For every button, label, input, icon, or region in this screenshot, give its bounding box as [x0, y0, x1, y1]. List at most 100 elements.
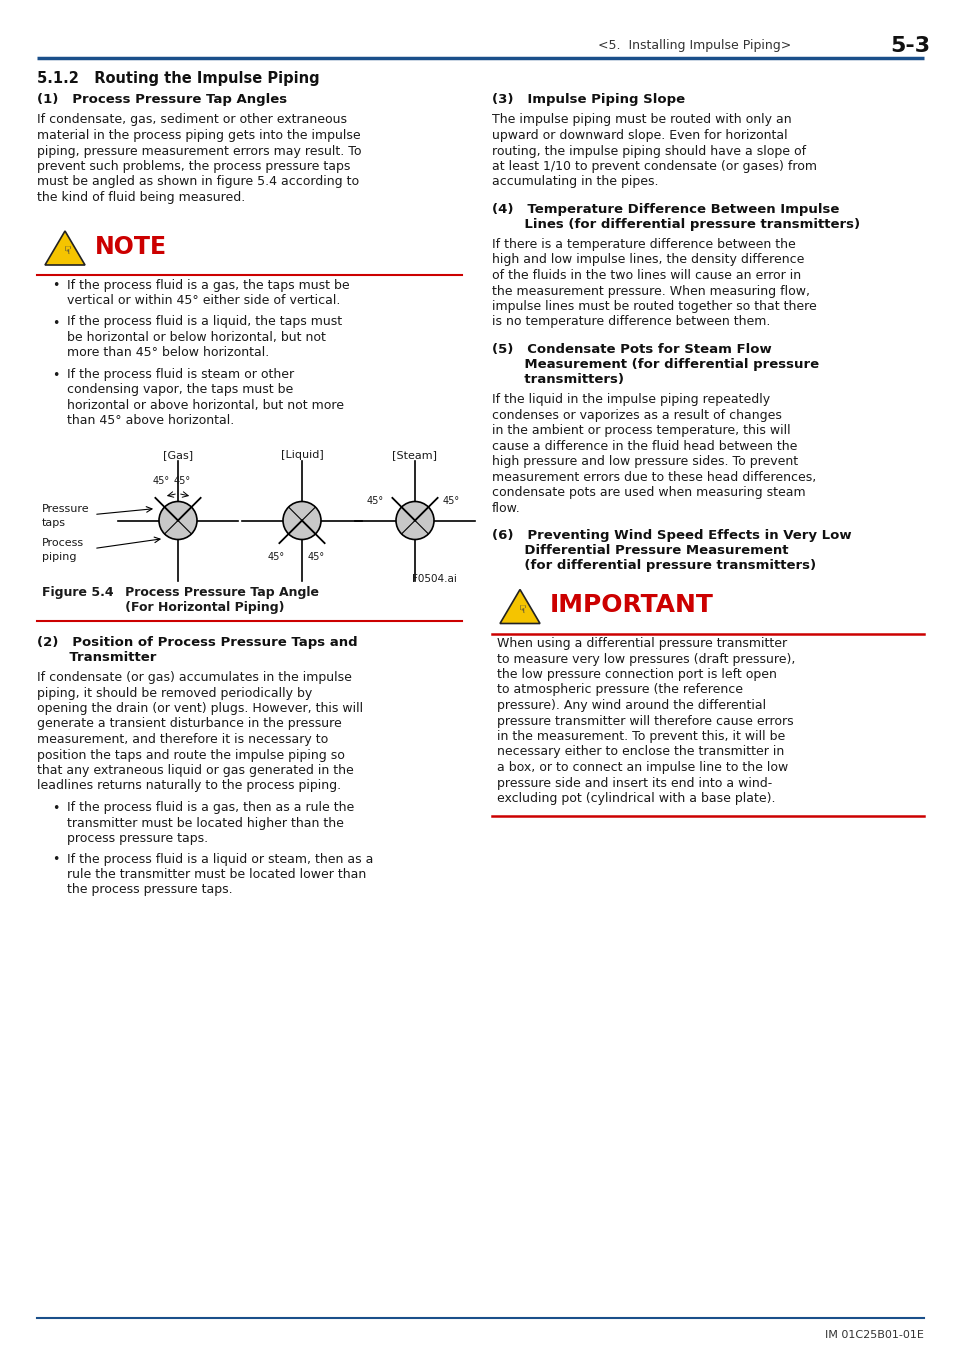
Text: prevent such problems, the process pressure taps: prevent such problems, the process press… — [37, 161, 350, 173]
Text: high pressure and low pressure sides. To prevent: high pressure and low pressure sides. To… — [492, 455, 798, 468]
Text: •: • — [52, 369, 59, 382]
Text: flow.: flow. — [492, 501, 520, 514]
Text: Transmitter: Transmitter — [37, 651, 156, 664]
Circle shape — [159, 501, 196, 540]
Text: process pressure taps.: process pressure taps. — [67, 832, 208, 845]
Text: piping, pressure measurement errors may result. To: piping, pressure measurement errors may … — [37, 144, 361, 158]
Text: ☞: ☞ — [515, 603, 524, 613]
Text: [Gas]: [Gas] — [163, 451, 193, 460]
Text: pressure transmitter will therefore cause errors: pressure transmitter will therefore caus… — [497, 714, 793, 728]
Text: •: • — [52, 853, 59, 867]
Text: be horizontal or below horizontal, but not: be horizontal or below horizontal, but n… — [67, 331, 326, 344]
Text: (3)   Impulse Piping Slope: (3) Impulse Piping Slope — [492, 93, 684, 107]
Text: in the ambient or process temperature, this will: in the ambient or process temperature, t… — [492, 424, 790, 437]
Text: When using a differential pressure transmitter: When using a differential pressure trans… — [497, 637, 786, 649]
Text: If the process fluid is a liquid, the taps must: If the process fluid is a liquid, the ta… — [67, 316, 342, 328]
Text: •: • — [52, 802, 59, 815]
Text: opening the drain (or vent) plugs. However, this will: opening the drain (or vent) plugs. Howev… — [37, 702, 363, 716]
Text: Process: Process — [42, 537, 84, 548]
Text: of the fluids in the two lines will cause an error in: of the fluids in the two lines will caus… — [492, 269, 801, 282]
Text: than 45° above horizontal.: than 45° above horizontal. — [67, 414, 234, 428]
Text: Differential Pressure Measurement: Differential Pressure Measurement — [492, 544, 788, 558]
Text: 45°: 45° — [307, 552, 324, 563]
Text: Figure 5.4: Figure 5.4 — [42, 586, 113, 599]
Text: piping: piping — [42, 552, 76, 562]
Text: excluding pot (cylindrical with a base plate).: excluding pot (cylindrical with a base p… — [497, 792, 775, 805]
Text: Process Pressure Tap Angle: Process Pressure Tap Angle — [112, 586, 318, 599]
Text: [Liquid]: [Liquid] — [280, 451, 323, 460]
Text: 45°: 45° — [173, 477, 191, 486]
Text: the kind of fluid being measured.: the kind of fluid being measured. — [37, 190, 245, 204]
Text: the process pressure taps.: the process pressure taps. — [67, 883, 233, 896]
Text: condensing vapor, the taps must be: condensing vapor, the taps must be — [67, 383, 293, 397]
Text: cause a difference in the fluid head between the: cause a difference in the fluid head bet… — [492, 440, 797, 452]
Text: impulse lines must be routed together so that there: impulse lines must be routed together so… — [492, 300, 816, 313]
Text: (2)   Position of Process Pressure Taps and: (2) Position of Process Pressure Taps an… — [37, 636, 357, 649]
Text: leadlines returns naturally to the process piping.: leadlines returns naturally to the proce… — [37, 779, 341, 792]
Text: •: • — [52, 316, 59, 329]
Text: Lines (for differential pressure transmitters): Lines (for differential pressure transmi… — [492, 217, 860, 231]
Text: 45°: 45° — [267, 552, 284, 563]
Text: measurement errors due to these head differences,: measurement errors due to these head dif… — [492, 471, 816, 483]
Text: 5-3: 5-3 — [889, 36, 929, 55]
Text: 45°: 45° — [366, 495, 383, 505]
Text: generate a transient disturbance in the pressure: generate a transient disturbance in the … — [37, 717, 341, 730]
Text: •: • — [52, 279, 59, 293]
Text: to measure very low pressures (draft pressure),: to measure very low pressures (draft pre… — [497, 652, 795, 666]
Text: (1)   Process Pressure Tap Angles: (1) Process Pressure Tap Angles — [37, 93, 287, 107]
Text: If the process fluid is steam or other: If the process fluid is steam or other — [67, 369, 294, 381]
Text: The impulse piping must be routed with only an: The impulse piping must be routed with o… — [492, 113, 791, 127]
Text: [Steam]: [Steam] — [392, 451, 437, 460]
Text: at least 1/10 to prevent condensate (or gases) from: at least 1/10 to prevent condensate (or … — [492, 161, 816, 173]
Text: If the process fluid is a gas, the taps must be: If the process fluid is a gas, the taps … — [67, 278, 349, 292]
Text: must be angled as shown in figure 5.4 according to: must be angled as shown in figure 5.4 ac… — [37, 176, 358, 189]
Text: (4)   Temperature Difference Between Impulse: (4) Temperature Difference Between Impul… — [492, 202, 839, 216]
Text: material in the process piping gets into the impulse: material in the process piping gets into… — [37, 130, 360, 142]
Text: position the taps and route the impulse piping so: position the taps and route the impulse … — [37, 748, 345, 761]
Text: <5.  Installing Impulse Piping>: <5. Installing Impulse Piping> — [598, 39, 791, 53]
Text: ☞: ☞ — [60, 244, 70, 255]
Text: NOTE: NOTE — [95, 235, 167, 259]
Text: (5)   Condensate Pots for Steam Flow: (5) Condensate Pots for Steam Flow — [492, 343, 771, 356]
Text: (for differential pressure transmitters): (for differential pressure transmitters) — [492, 559, 815, 572]
Text: pressure side and insert its end into a wind-: pressure side and insert its end into a … — [497, 776, 771, 790]
Text: rule the transmitter must be located lower than: rule the transmitter must be located low… — [67, 868, 366, 882]
Text: (For Horizontal Piping): (For Horizontal Piping) — [112, 601, 284, 614]
Polygon shape — [499, 590, 539, 624]
Text: upward or downward slope. Even for horizontal: upward or downward slope. Even for horiz… — [492, 130, 787, 142]
Text: Measurement (for differential pressure: Measurement (for differential pressure — [492, 358, 819, 371]
Text: taps: taps — [42, 517, 66, 528]
Text: routing, the impulse piping should have a slope of: routing, the impulse piping should have … — [492, 144, 805, 158]
Text: If condensate, gas, sediment or other extraneous: If condensate, gas, sediment or other ex… — [37, 113, 347, 127]
Text: condenses or vaporizes as a result of changes: condenses or vaporizes as a result of ch… — [492, 409, 781, 421]
Text: in the measurement. To prevent this, it will be: in the measurement. To prevent this, it … — [497, 730, 784, 742]
Text: IMPORTANT: IMPORTANT — [550, 594, 713, 617]
Text: If the process fluid is a gas, then as a rule the: If the process fluid is a gas, then as a… — [67, 801, 354, 814]
Text: If the process fluid is a liquid or steam, then as a: If the process fluid is a liquid or stea… — [67, 852, 373, 865]
Text: (6)   Preventing Wind Speed Effects in Very Low: (6) Preventing Wind Speed Effects in Ver… — [492, 529, 851, 541]
Text: piping, it should be removed periodically by: piping, it should be removed periodicall… — [37, 687, 312, 699]
Text: accumulating in the pipes.: accumulating in the pipes. — [492, 176, 658, 189]
Text: IM 01C25B01-01E: IM 01C25B01-01E — [824, 1330, 923, 1341]
Text: necessary either to enclose the transmitter in: necessary either to enclose the transmit… — [497, 745, 783, 759]
Text: that any extraneous liquid or gas generated in the: that any extraneous liquid or gas genera… — [37, 764, 354, 778]
Polygon shape — [45, 231, 85, 265]
Text: 5.1.2   Routing the Impulse Piping: 5.1.2 Routing the Impulse Piping — [37, 70, 319, 85]
Text: If condensate (or gas) accumulates in the impulse: If condensate (or gas) accumulates in th… — [37, 671, 352, 684]
Text: F0504.ai: F0504.ai — [412, 574, 456, 583]
Text: high and low impulse lines, the density difference: high and low impulse lines, the density … — [492, 254, 803, 266]
Text: the measurement pressure. When measuring flow,: the measurement pressure. When measuring… — [492, 285, 809, 297]
Text: vertical or within 45° either side of vertical.: vertical or within 45° either side of ve… — [67, 294, 340, 306]
Circle shape — [283, 501, 320, 540]
Text: pressure). Any wind around the differential: pressure). Any wind around the different… — [497, 699, 765, 711]
Text: the low pressure connection port is left open: the low pressure connection port is left… — [497, 668, 776, 680]
Text: Pressure: Pressure — [42, 504, 90, 513]
Text: to atmospheric pressure (the reference: to atmospheric pressure (the reference — [497, 683, 742, 697]
Text: transmitters): transmitters) — [492, 373, 623, 386]
Text: 45°: 45° — [442, 495, 459, 505]
Text: If there is a temperature difference between the: If there is a temperature difference bet… — [492, 238, 795, 251]
Text: measurement, and therefore it is necessary to: measurement, and therefore it is necessa… — [37, 733, 328, 747]
Text: If the liquid in the impulse piping repeatedly: If the liquid in the impulse piping repe… — [492, 393, 769, 406]
Text: more than 45° below horizontal.: more than 45° below horizontal. — [67, 347, 269, 359]
Text: 45°: 45° — [152, 477, 170, 486]
